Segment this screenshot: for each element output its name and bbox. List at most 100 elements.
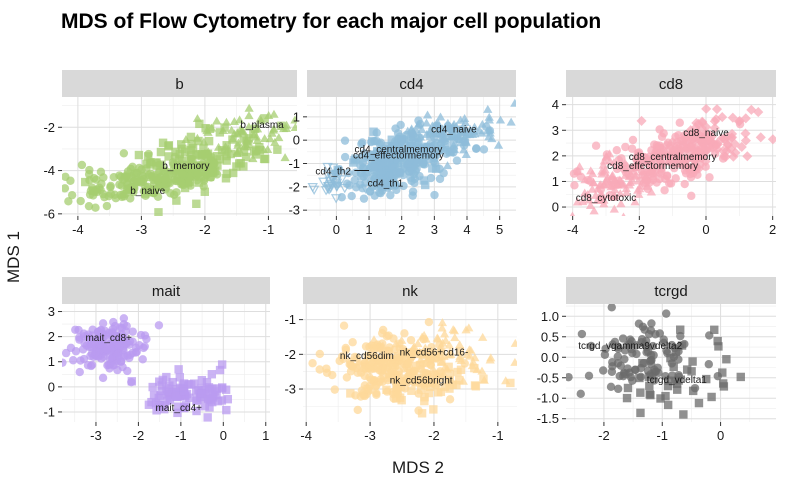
point-cd8_centralmemory <box>687 142 696 151</box>
point-cd8_cytotoxic <box>592 195 603 204</box>
point-b_naive <box>153 158 162 167</box>
facet-strip <box>307 70 516 97</box>
point-cd4_th2 <box>322 170 333 180</box>
point-tcrgd_vdelta1 <box>676 325 685 334</box>
point-cd8_cytotoxic <box>586 166 596 175</box>
point-cd4_th2 <box>322 162 333 173</box>
point-cd8_cytotoxic <box>642 181 652 190</box>
y-tick-label: -3 <box>288 203 300 218</box>
point-b_naive <box>141 186 151 195</box>
y-tick-label: -1 <box>288 156 300 171</box>
y-tick-label: -1 <box>284 312 296 327</box>
point-b_naive <box>62 184 70 193</box>
point-b_naive <box>126 164 136 174</box>
x-tick-label: -3 <box>364 428 376 443</box>
point-nk_cd56bright <box>424 388 434 398</box>
point-b_naive <box>91 203 100 212</box>
point-tcrgd_vgamma9vdelta2 <box>662 309 671 318</box>
point-cd8_cytotoxic <box>572 197 583 206</box>
point-nk_cd56+cd16- <box>450 333 460 342</box>
point-b_memory <box>186 132 196 142</box>
point-cd8_centralmemory <box>694 148 704 157</box>
point-mait_cd8+ <box>112 331 121 341</box>
point-b_memory <box>250 124 260 133</box>
point-b_memory <box>200 187 210 196</box>
point-mait_cd4+ <box>207 370 217 379</box>
point-mait_cd8+ <box>71 325 80 334</box>
point-b_naive <box>119 175 128 184</box>
point-cd4_naive <box>455 115 466 124</box>
point-cd8_naive <box>676 145 687 156</box>
point-nk_cd56bright <box>407 386 416 395</box>
population-label: nk_cd56+cd16- <box>400 348 469 359</box>
point-mait_cd8+ <box>128 327 137 336</box>
point-cd8_cytotoxic <box>621 188 632 196</box>
axes: -4 -3 -2 -1 -3 -2 -1 <box>284 312 503 443</box>
point-nk_cd56dim <box>376 374 386 384</box>
point-tcrgd_vdelta1 <box>635 373 644 383</box>
point-mait_cd4+ <box>179 387 189 396</box>
facet-strip <box>62 70 297 97</box>
point-mait_cd4+ <box>160 404 169 414</box>
point-tcrgd_vdelta1 <box>688 386 698 396</box>
point-b_memory <box>222 169 232 178</box>
point-tcrgd_vdelta1 <box>722 355 731 364</box>
chart-title: MDS of Flow Cytometry for each major cel… <box>61 10 601 33</box>
point-cd8_centralmemory <box>617 154 626 163</box>
point-cd8_naive <box>742 151 753 162</box>
point-nk_cd56bright <box>412 349 421 359</box>
point-nk_cd56bright <box>436 387 446 397</box>
point-cd4_th1 <box>370 167 379 176</box>
point-tcrgd_vdelta1 <box>687 367 696 376</box>
point-mait_cd4+ <box>162 372 171 382</box>
point-b_memory <box>215 155 224 164</box>
population-label: tcrgd_vdelta1 <box>647 375 707 386</box>
point-mait_cd8+ <box>121 327 131 336</box>
point-nk_cd56dim <box>382 332 392 341</box>
point-cd4_th1 <box>331 168 341 178</box>
point-nk_cd56+cd16- <box>369 335 379 344</box>
point-nk_cd56bright <box>406 369 415 378</box>
data-points <box>62 103 297 216</box>
point-cd8_cytotoxic <box>634 189 644 198</box>
population-label: cd4_centralmemory <box>355 145 443 156</box>
point-nk_cd56bright <box>440 382 449 392</box>
point-mait_cd8+ <box>76 356 85 365</box>
point-b_memory <box>158 138 168 147</box>
point-cd8_cytotoxic <box>604 178 614 187</box>
point-nk_cd56+cd16- <box>454 354 465 363</box>
y-tick-label: -2 <box>288 179 300 194</box>
point-cd4_centralmemory <box>443 121 453 131</box>
y-tick-label: -0.5 <box>537 370 559 385</box>
point-cd4_naive <box>469 122 480 131</box>
point-b_memory <box>164 141 174 150</box>
point-mait_cd8+ <box>119 320 129 329</box>
point-cd8_centralmemory <box>680 179 689 189</box>
point-nk_cd56dim <box>353 368 362 378</box>
point-cd4_th1 <box>363 152 372 161</box>
point-b_memory <box>194 136 203 146</box>
point-cd8_centralmemory <box>679 141 688 150</box>
point-b_memory <box>220 147 230 156</box>
point-nk_cd56bright <box>420 393 429 402</box>
point-cd8_cytotoxic <box>588 178 599 187</box>
point-b_naive <box>137 170 147 179</box>
point-mait_cd4+ <box>127 377 137 386</box>
point-cd8_cytotoxic <box>601 152 611 161</box>
point-nk_cd56bright <box>411 361 421 371</box>
point-cd8_centralmemory <box>718 154 728 163</box>
point-nk_cd56dim <box>366 375 376 384</box>
point-nk_cd56dim <box>315 349 324 359</box>
y-tick-label: -6 <box>43 206 55 221</box>
point-tcrgd_vdelta1 <box>707 392 716 402</box>
point-b_memory <box>175 149 184 159</box>
point-cd4_th2 <box>324 176 335 186</box>
data-points <box>62 314 233 422</box>
point-tcrgd_vdelta1 <box>682 365 692 374</box>
point-b_naive <box>106 189 116 198</box>
y-tick-label: -2 <box>43 120 55 135</box>
point-tcrgd_vdelta1 <box>636 408 645 418</box>
point-cd8_centralmemory <box>659 129 668 138</box>
x-tick-label: 0 <box>702 222 709 237</box>
point-nk_cd56+cd16- <box>455 340 465 349</box>
